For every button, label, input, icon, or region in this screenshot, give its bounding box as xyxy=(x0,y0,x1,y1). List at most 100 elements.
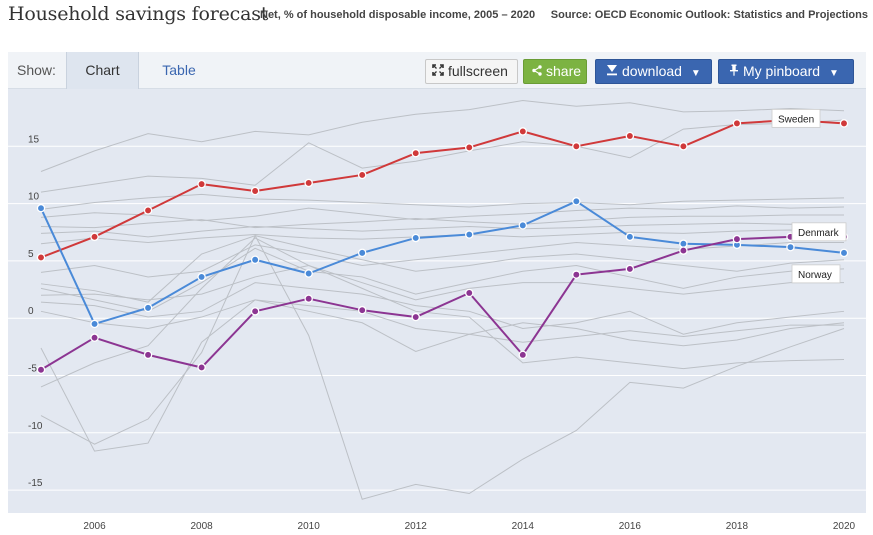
x-tick-label: 2012 xyxy=(405,521,428,532)
x-tick-label: 2010 xyxy=(298,521,321,532)
x-tick-label: 2014 xyxy=(512,521,535,532)
y-axis: -15 -10 -5 0 5 10 15 xyxy=(28,134,43,489)
data-point-sweden[interactable] xyxy=(143,206,153,215)
data-point-sweden[interactable] xyxy=(304,178,313,188)
data-point-denmark[interactable] xyxy=(465,288,474,298)
background-series-line xyxy=(40,299,844,452)
data-point-norway[interactable] xyxy=(197,272,206,282)
background-series-line xyxy=(40,282,845,335)
highlighted-series-group xyxy=(36,115,849,375)
data-point-denmark[interactable] xyxy=(625,264,635,274)
background-series-line xyxy=(40,193,845,210)
data-point-norway[interactable] xyxy=(143,303,153,313)
data-point-norway[interactable] xyxy=(250,255,260,264)
background-series-line xyxy=(40,237,845,388)
data-point-denmark[interactable] xyxy=(518,350,528,360)
data-point-sweden[interactable] xyxy=(465,143,474,152)
data-point-norway[interactable] xyxy=(572,197,581,206)
data-point-denmark[interactable] xyxy=(732,234,742,244)
data-point-norway[interactable] xyxy=(90,319,99,329)
x-axis: 2006 2008 2010 2012 2014 2016 2018 2020 xyxy=(83,521,855,532)
fullscreen-button[interactable]: fullscreen xyxy=(425,59,518,84)
series-callouts: Sweden Norway Denmark xyxy=(771,108,847,284)
pinboard-label: My pinboard xyxy=(743,63,821,79)
data-point-sweden[interactable] xyxy=(357,170,367,180)
tab-chart[interactable]: Chart xyxy=(66,52,139,89)
chart-area: -15 -10 -5 0 5 10 15 2006 2008 2010 2012 2014 2016 2… xyxy=(8,89,866,535)
background-series-line xyxy=(40,119,845,193)
data-point-sweden[interactable] xyxy=(839,119,849,128)
y-tick-label: 0 xyxy=(28,306,34,317)
background-series-line xyxy=(40,234,845,500)
download-label: download xyxy=(622,63,682,79)
data-point-denmark[interactable] xyxy=(90,333,99,342)
chart-subtitle: Net, % of household disposable income, 2… xyxy=(260,9,536,21)
data-point-sweden[interactable] xyxy=(250,186,260,196)
x-tick-label: 2018 xyxy=(726,521,749,532)
data-point-denmark[interactable] xyxy=(197,363,206,372)
plot-background xyxy=(8,89,866,513)
data-point-norway[interactable] xyxy=(839,248,849,258)
x-tick-label: 2016 xyxy=(619,521,642,532)
y-tick-label: -10 xyxy=(28,421,43,432)
data-point-denmark[interactable] xyxy=(36,365,46,375)
callout-denmark: Denmark xyxy=(791,222,847,242)
share-button[interactable]: share xyxy=(523,59,587,84)
background-series-line xyxy=(40,222,845,238)
callout-box xyxy=(771,108,821,128)
series-line-denmark xyxy=(40,235,844,371)
callout-sweden: Sweden xyxy=(771,108,821,128)
data-point-sweden[interactable] xyxy=(679,142,688,151)
data-point-norway[interactable] xyxy=(786,242,795,252)
data-point-denmark[interactable] xyxy=(357,305,367,315)
data-point-norway[interactable] xyxy=(36,203,46,213)
data-point-sweden[interactable] xyxy=(572,142,581,151)
callout-norway: Norway xyxy=(791,264,841,284)
show-label: Show: xyxy=(17,62,56,78)
data-point-sweden[interactable] xyxy=(197,179,206,189)
share-label: share xyxy=(546,63,582,79)
chart-toolbar: Show: Chart Table fullscreen share downl… xyxy=(8,52,866,89)
data-point-sweden[interactable] xyxy=(36,253,46,262)
download-button[interactable]: download ▼ xyxy=(595,59,712,84)
data-point-sweden[interactable] xyxy=(625,131,635,141)
callout-box xyxy=(791,264,841,284)
data-point-denmark[interactable] xyxy=(250,307,260,316)
y-tick-label: 5 xyxy=(28,249,34,260)
fullscreen-label: fullscreen xyxy=(448,63,508,79)
background-series-line xyxy=(40,235,845,303)
x-tick-label: 2006 xyxy=(83,521,106,532)
data-point-denmark[interactable] xyxy=(411,312,420,322)
data-point-denmark[interactable] xyxy=(143,350,153,360)
data-point-norway[interactable] xyxy=(465,230,474,239)
background-series-line xyxy=(40,264,844,301)
data-point-denmark[interactable] xyxy=(679,246,688,255)
page-title: Household savings forecast xyxy=(8,3,269,25)
chart-header: Household savings forecast Net, % of hou… xyxy=(8,0,868,34)
data-point-norway[interactable] xyxy=(518,221,528,230)
data-point-sweden[interactable] xyxy=(411,148,420,158)
data-point-norway[interactable] xyxy=(357,248,367,258)
y-tick-label: 10 xyxy=(28,192,40,203)
data-point-norway[interactable] xyxy=(679,239,688,248)
callout-label: Norway xyxy=(798,270,832,281)
data-point-norway[interactable] xyxy=(625,232,635,242)
data-point-denmark[interactable] xyxy=(304,294,313,303)
x-tick-label: 2020 xyxy=(833,521,856,532)
pinboard-button[interactable]: My pinboard ▼ xyxy=(718,59,854,84)
data-point-norway[interactable] xyxy=(411,233,420,243)
series-line-sweden xyxy=(40,118,845,259)
y-tick-label: -15 xyxy=(28,478,43,489)
source-note: Source: OECD Economic Outlook: Statistic… xyxy=(550,9,868,21)
background-series-line xyxy=(40,205,845,222)
grid-lines xyxy=(8,145,866,491)
tab-table[interactable]: Table xyxy=(162,62,196,78)
data-point-norway[interactable] xyxy=(304,269,313,278)
data-point-sweden[interactable] xyxy=(90,232,99,242)
data-point-sweden[interactable] xyxy=(518,127,528,136)
y-tick-label: 15 xyxy=(28,134,40,145)
data-point-sweden[interactable] xyxy=(732,119,742,128)
background-series-group xyxy=(40,99,845,500)
background-series-line xyxy=(40,299,845,347)
data-point-denmark[interactable] xyxy=(572,270,581,279)
